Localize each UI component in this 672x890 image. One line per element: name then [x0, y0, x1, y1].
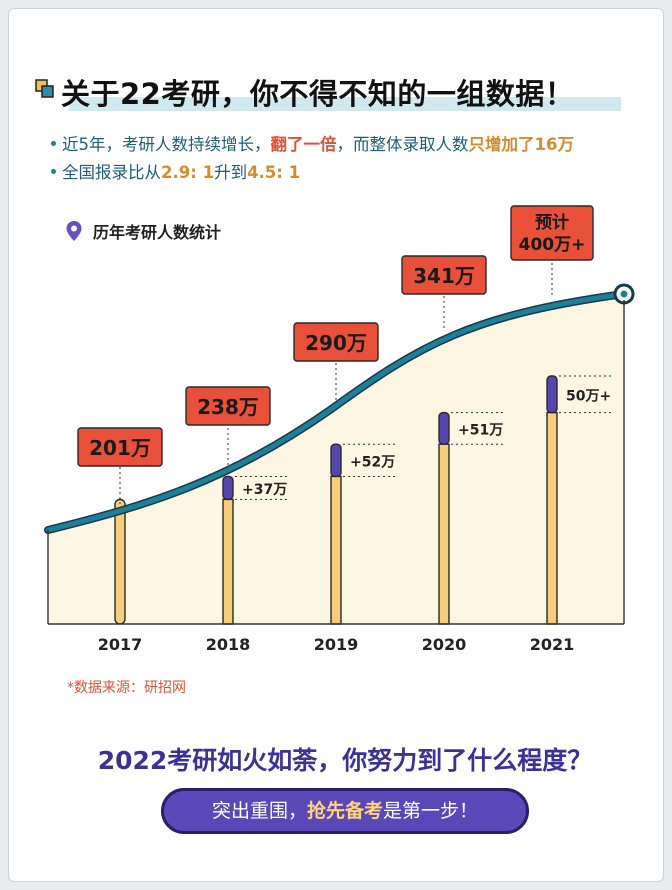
bar-increase: [330, 443, 342, 478]
x-tick-label: 2017: [98, 635, 143, 654]
x-tick-label: 2020: [422, 635, 467, 654]
page-title: 关于22考研，你不得不知的一组数据！: [61, 77, 575, 111]
bullet-text: 全国报录比从: [62, 163, 161, 182]
bullet-highlight: 4.5: 1: [247, 163, 301, 182]
bar-increase: [546, 375, 558, 414]
bar-base: [330, 475, 342, 625]
bar-base: [438, 443, 450, 625]
bullet-dot-icon: [51, 169, 56, 174]
bullet-text: 升到: [214, 163, 248, 182]
bullet-text: ，而整体录取人数: [336, 135, 469, 154]
bullet-item: 全国报录比从2.9: 1升到4.5: 1: [51, 159, 661, 187]
bullet-text: 近5年，考研人数持续增长，: [62, 135, 271, 154]
chart-axis-layer: 2017 2018 2019 2020 2021: [47, 300, 625, 654]
title-highlight: [69, 97, 621, 111]
location-pin-icon: [66, 221, 82, 241]
bullet-item: 近5年，考研人数持续增长，翻了一倍，而整体录取人数只增加了16万: [51, 131, 661, 159]
title-block: 关于22考研，你不得不知的一组数据！: [29, 69, 649, 115]
bar-base: [546, 411, 558, 625]
value-label: 400万+: [519, 235, 586, 255]
increase-label: +37万: [242, 482, 287, 498]
chart-guides-layer: [119, 260, 614, 514]
value-label-box: [293, 322, 379, 362]
increase-label: 50万+: [566, 388, 611, 404]
cta-pill[interactable]: 突出重围，抢先备考是第一步！: [161, 788, 529, 834]
data-source: *数据来源：研招网: [67, 680, 186, 696]
curve-end-dot: [620, 290, 628, 298]
bar-base: [222, 498, 234, 625]
chart-bars-layer: [114, 375, 558, 625]
increase-label: +52万: [350, 454, 395, 470]
cta-highlight: 抢先备考: [306, 800, 383, 822]
chart-section-label-text: 历年考研人数统计: [93, 223, 222, 242]
bullet-dot-icon: [51, 141, 56, 146]
growth-curve: [45, 291, 627, 533]
value-label: 预计: [535, 212, 569, 233]
value-label: 238万: [197, 395, 259, 419]
x-tick-label: 2018: [206, 635, 251, 654]
value-label-box: [510, 205, 594, 261]
bar-increase: [222, 475, 234, 501]
bar-base: [114, 498, 126, 625]
bullet-highlight: 只增加了16万: [468, 135, 574, 154]
bullet-highlight: 翻了一倍: [270, 135, 337, 154]
increase-label: +51万: [458, 422, 503, 438]
value-label: 341万: [413, 264, 475, 288]
x-tick-label: 2019: [314, 635, 359, 654]
value-label-box: [185, 386, 271, 426]
bullet-highlight: 2.9: 1: [161, 163, 215, 182]
value-label-box: [401, 255, 487, 295]
bar-increase: [438, 411, 450, 445]
x-tick-label: 2021: [530, 635, 575, 654]
value-label-box: [77, 427, 163, 467]
value-label: 290万: [305, 331, 367, 355]
title-squares-icon: [35, 79, 54, 98]
chart-section-label: 历年考研人数统计: [65, 219, 221, 243]
bottom-headline: 2022考研如火如荼，你努力到了什么程度？: [97, 746, 593, 775]
cta-text: 是第一步！: [383, 800, 479, 822]
bullet-list: 近5年，考研人数持续增长，翻了一倍，而整体录取人数只增加了16万 全国报录比从2…: [51, 131, 661, 187]
value-label: 201万: [89, 436, 151, 460]
cta-text: 突出重围，: [211, 800, 307, 822]
